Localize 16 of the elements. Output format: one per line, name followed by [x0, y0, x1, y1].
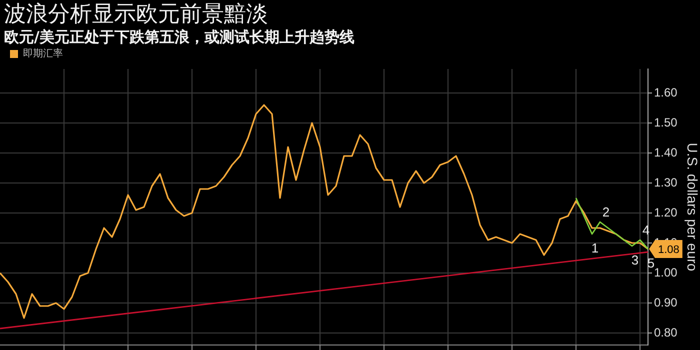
- annotation: 3: [631, 252, 639, 268]
- y-axis-title: U.S. dollars per euro: [684, 142, 700, 272]
- legend-label: 即期汇率: [23, 48, 63, 60]
- y-tick-label: 0.90: [654, 295, 678, 310]
- y-tick-label: 1.50: [654, 115, 678, 130]
- chart-subtitle: 欧元/美元正处于下跌第五浪，或测试长期上升趋势线: [4, 28, 354, 46]
- chart-title: 波浪分析显示欧元前景黯淡: [4, 2, 268, 28]
- y-tick-label: 1.60: [654, 85, 678, 100]
- y-tick-label: 1.00: [654, 265, 678, 280]
- y-tick-label: 1.20: [654, 205, 678, 220]
- y-tick-label: 1.40: [654, 145, 678, 160]
- annotation: 1: [591, 240, 599, 256]
- annotation: 2: [602, 204, 610, 220]
- y-tick-label: 0.80: [654, 325, 678, 340]
- data-label: 1.08: [658, 244, 680, 256]
- y-tick-label: 1.30: [654, 175, 678, 190]
